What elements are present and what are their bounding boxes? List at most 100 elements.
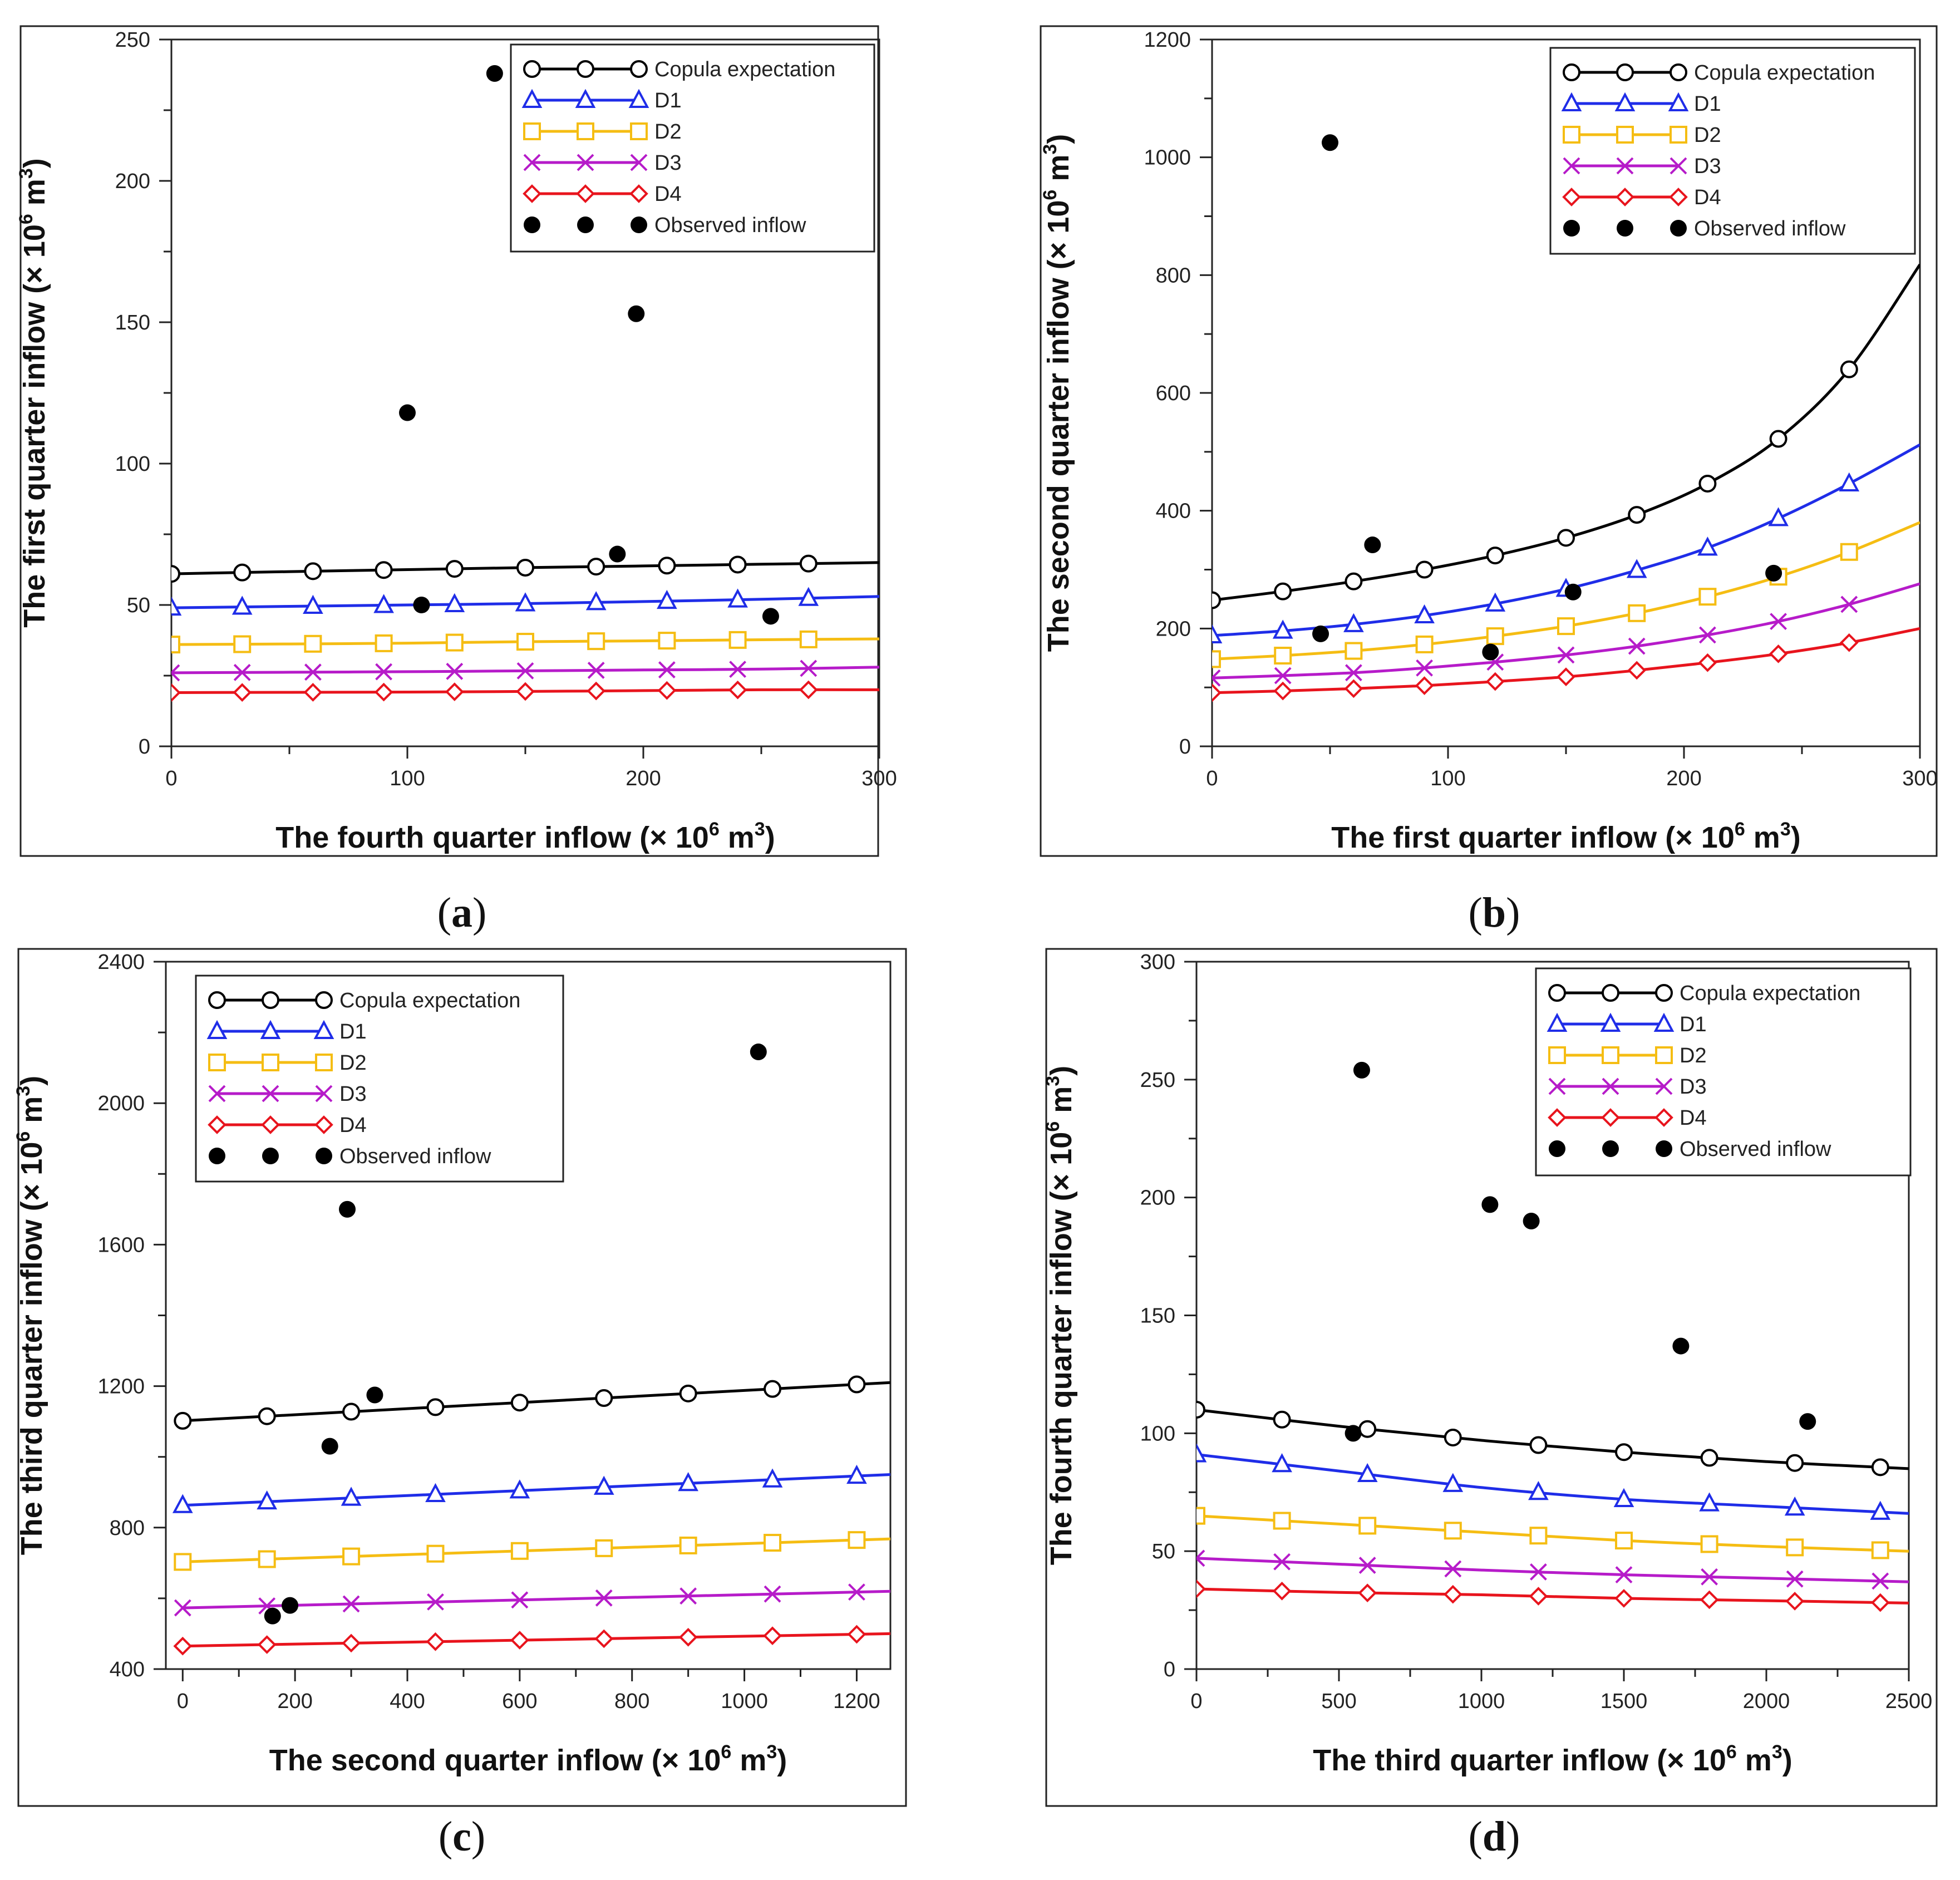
caption-letter: a <box>451 889 472 936</box>
marker-d3 <box>848 1583 865 1601</box>
legend-marker-d4 <box>314 1115 333 1134</box>
y-tick-label: 1200 <box>1144 28 1191 52</box>
observed-point <box>1799 1413 1816 1430</box>
legend-marker-observed <box>1670 220 1687 237</box>
marker-d3 <box>1196 1549 1205 1567</box>
marker-d2 <box>445 633 464 652</box>
marker-d1 <box>509 1479 530 1499</box>
legend-marker-copula <box>577 60 594 78</box>
marker-d2 <box>342 1547 361 1566</box>
series-line-d2 <box>1196 1514 1909 1553</box>
marker-copula <box>342 1402 361 1421</box>
marker-d4 <box>1839 633 1859 652</box>
legend-label: D4 <box>1694 186 1721 209</box>
axis-title-exponent: 6 <box>709 819 720 840</box>
axis-title-close: ) <box>15 1076 48 1086</box>
legend-marker-d1 <box>575 88 596 108</box>
marker-d1 <box>1272 619 1293 639</box>
axis-title-text: The fourth quarter inflow (× 10 <box>1045 1132 1078 1566</box>
series-line-d4 <box>1196 1587 1909 1605</box>
marker-d3 <box>375 663 393 681</box>
marker-d2 <box>426 1544 445 1563</box>
y-tick-label: 0 <box>1179 735 1191 759</box>
marker-d2 <box>728 631 747 649</box>
observed-point <box>1312 625 1329 642</box>
marker-d4 <box>847 1625 866 1644</box>
series-line-d1 <box>183 1473 890 1507</box>
marker-d2 <box>1274 647 1292 665</box>
observed-point <box>1672 1337 1690 1355</box>
legend: Copula expectation D1 D2 D3 D4 Observed inflo… <box>1535 967 1912 1177</box>
axis-title-text: The second quarter inflow (× 10 <box>1042 200 1075 652</box>
legend-box <box>1535 967 1912 1177</box>
marker-copula <box>1358 1420 1377 1438</box>
axis-title-exponent: 6 <box>1040 190 1061 200</box>
marker-d3 <box>1615 1566 1633 1583</box>
marker-d3 <box>342 1595 360 1613</box>
legend-label: D2 <box>1694 124 1721 147</box>
legend-marker-d4 <box>1616 188 1634 206</box>
marker-d1 <box>1442 1473 1464 1492</box>
legend-marker-observed <box>1617 220 1633 237</box>
axis-title-unit-exponent: 3 <box>766 1741 777 1763</box>
marker-d3 <box>764 1585 781 1603</box>
observed-point <box>282 1597 299 1614</box>
marker-d3 <box>1358 1557 1376 1574</box>
legend-marker-d4 <box>1654 1108 1673 1127</box>
marker-d1 <box>1626 559 1647 578</box>
marker-copula <box>1273 1410 1291 1429</box>
marker-copula <box>679 1384 697 1402</box>
marker-copula <box>1212 591 1221 609</box>
legend-marker-d4 <box>1669 188 1688 206</box>
marker-d1 <box>1839 472 1860 491</box>
legend-marker-d2 <box>315 1054 333 1071</box>
marker-d2 <box>1196 1507 1205 1525</box>
marker-copula <box>848 1375 866 1394</box>
legend-marker-d2 <box>1670 126 1687 144</box>
series-line-d2 <box>183 1537 890 1563</box>
marker-d2 <box>171 636 180 654</box>
marker-copula <box>171 565 180 583</box>
marker-d4 <box>1700 1590 1719 1610</box>
observed-point <box>486 65 503 82</box>
legend-marker-d3 <box>262 1085 279 1103</box>
marker-d1 <box>515 592 536 612</box>
marker-copula <box>233 563 252 582</box>
marker-copula <box>658 557 676 575</box>
legend-marker-d4 <box>261 1115 280 1134</box>
marker-d3 <box>1770 613 1787 631</box>
legend-marker-copula <box>1602 984 1619 1002</box>
x-tick-label: 1500 <box>1600 1690 1648 1713</box>
panel-frame <box>17 948 907 1807</box>
marker-d3 <box>1557 646 1575 664</box>
y-tick-label: 800 <box>110 1517 145 1540</box>
legend-marker-observed <box>1549 1140 1565 1157</box>
marker-d1 <box>444 593 465 612</box>
marker-d1 <box>846 1464 867 1484</box>
legend-box <box>1549 47 1916 255</box>
caption-paren: ( <box>1469 1813 1483 1860</box>
legend-marker-d3 <box>1655 1077 1673 1095</box>
axis-title-exponent: 6 <box>16 214 37 224</box>
legend-marker-observed <box>1602 1140 1619 1157</box>
legend-label: D3 <box>1694 155 1721 178</box>
axis-title-unit: m <box>1042 155 1075 190</box>
axis-title-text: The first quarter inflow (× 10 <box>18 224 51 628</box>
panel-frame <box>19 25 879 857</box>
marker-d2 <box>658 632 676 650</box>
y-axis-title: The third quarter inflow (× 106 m3) <box>13 1076 48 1555</box>
marker-copula <box>1415 560 1434 579</box>
legend-marker-copula <box>1655 984 1673 1002</box>
legend-marker-copula <box>630 60 648 78</box>
marker-d1 <box>727 588 748 608</box>
y-tick-label: 200 <box>1140 1187 1175 1210</box>
observed-point <box>413 597 430 613</box>
legend-marker-d3 <box>1602 1077 1619 1095</box>
marker-copula <box>728 555 747 574</box>
legend-marker-d2 <box>630 122 648 140</box>
x-tick-label: 2000 <box>1743 1690 1790 1713</box>
legend-marker-d1 <box>206 1020 228 1039</box>
legend-marker-observed <box>1656 1140 1672 1157</box>
marker-d3 <box>1416 659 1434 677</box>
